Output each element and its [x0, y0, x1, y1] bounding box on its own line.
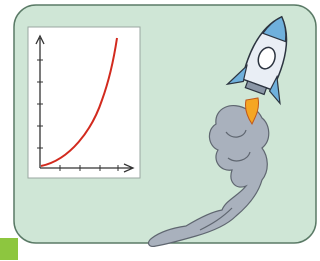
page: {}: [0, 0, 320, 261]
card: [28, 27, 140, 178]
accent-square: [0, 238, 18, 260]
chart-card: [28, 27, 140, 178]
illustration: [0, 0, 320, 261]
